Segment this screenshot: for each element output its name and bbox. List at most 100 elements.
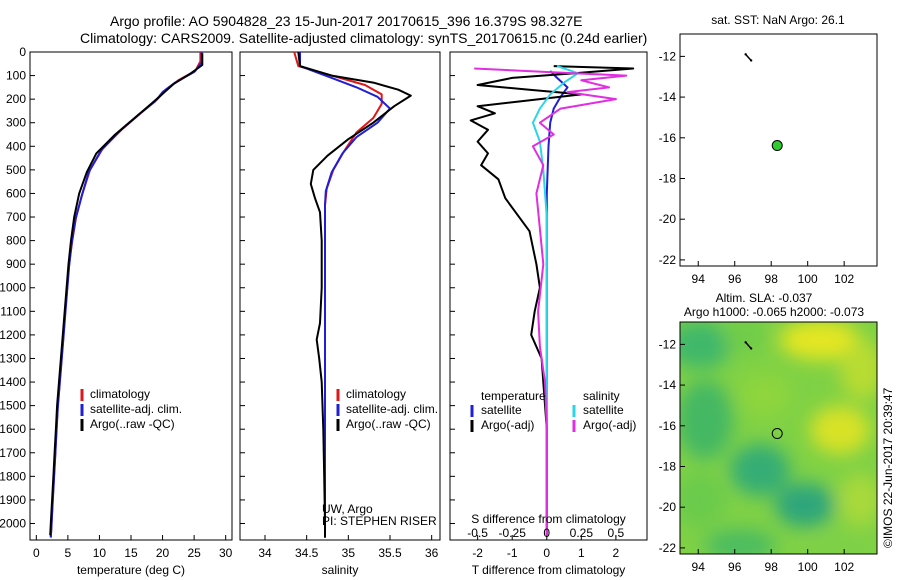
temperature-xtick-label: 30 [219, 546, 233, 560]
differences-s-xtick-label: 0 [543, 526, 550, 540]
sst-map-title: sat. SST: NaN Argo: 26.1 [711, 13, 845, 27]
salinity-annotation: PI: STEPHEN RISER [322, 514, 437, 528]
differences-series-1 [469, 65, 635, 536]
sst_map-xtick-label: 98 [765, 272, 779, 286]
salinity-series-1 [299, 52, 391, 538]
sla_map-ytick-label: -12 [659, 337, 677, 351]
sla-heatmap [680, 322, 877, 554]
temperature-ytick-label: 1700 [0, 446, 26, 460]
sst_map-track-point [744, 53, 747, 56]
temperature-ytick-label: 800 [6, 234, 26, 248]
temperature-ytick-label: 300 [6, 116, 26, 130]
differences-xtick-label: 2 [613, 546, 620, 560]
sst_map-track-point [749, 59, 753, 62]
sst_map-ytick-label: -22 [659, 253, 677, 267]
salinity-annotation: UW, Argo [322, 502, 373, 516]
differences-legend-label: satellite [583, 403, 624, 417]
copyright-label: ©IMOS 22-Jun-2017 20:39:47 [881, 387, 895, 548]
sst_map-ytick-label: -20 [659, 212, 677, 226]
salinity-profile-panel: 34 34.5 35 35.5 36 salinity climatologysatelli… [239, 51, 441, 577]
sla_map-xtick-label: 96 [728, 560, 742, 574]
temperature-ytick-label: 500 [6, 163, 26, 177]
sst_map-float-track [745, 53, 752, 61]
differences-series-3 [474, 67, 628, 536]
temperature-ytick-label: 1200 [0, 328, 26, 342]
sst-float-position-marker [771, 140, 783, 152]
sla_map-frame [679, 321, 878, 555]
temperature-ytick-label: 1600 [0, 422, 26, 436]
differences-legend-label: satellite [481, 403, 522, 417]
salinity-xtick-label: 34 [258, 546, 272, 560]
sla-float-position-marker [771, 428, 783, 440]
temperature-ytick-label: 1500 [0, 399, 26, 413]
temperature-ytick-label: 200 [6, 92, 26, 106]
temperature-profile-panel: 0 5 10 15 20 25 300100200300400500600700800900… [0, 45, 233, 577]
sst_map-ytick-label: -12 [659, 49, 677, 63]
temperature-xtick-label: 0 [33, 546, 40, 560]
temperature-xtick-label: 25 [187, 546, 201, 560]
sla_map-xtick-label: 102 [834, 560, 854, 574]
sla_map-xtick-label: 98 [765, 560, 779, 574]
differences-s-xtick-label: -0.5 [467, 526, 488, 540]
sst_map-xtick-label: 96 [728, 272, 742, 286]
sst_map-xtick-label: 102 [834, 272, 854, 286]
salinity-legend-label: Argo(..raw -QC) [346, 417, 431, 431]
salinity-legend-label: satellite-adj. clim. [346, 402, 438, 416]
salinity-xtick-label: 35 [342, 546, 356, 560]
sla_map-ytick-label: -16 [659, 419, 677, 433]
salinity-xtick-label: 35.5 [378, 546, 402, 560]
differences-series-0 [545, 70, 569, 536]
figure-title-line2: Climatology: CARS2009. Satellite-adjuste… [80, 30, 647, 46]
salinity-xtick-label: 36 [425, 546, 439, 560]
differences-xtick-label: -1 [507, 546, 518, 560]
differences-s-xtick-label: 0.5 [608, 526, 625, 540]
sst_map-xtick-label: 100 [798, 272, 818, 286]
sst_map-ytick-label: -18 [659, 171, 677, 185]
temperature-ytick-label: 1800 [0, 469, 26, 483]
sla_map-float-track [745, 341, 752, 349]
temperature-ytick-label: 1300 [0, 351, 26, 365]
salinity-plot-frame [239, 51, 441, 541]
temperature-series-2 [49, 53, 204, 536]
difference-profile-panel: -2 -1 0 1 2 T difference from climatology S di… [449, 51, 648, 577]
differences-xtick-label: 1 [578, 546, 585, 560]
differences-legend-header: temperature [481, 389, 546, 403]
sla_map-xtick-label: 94 [692, 560, 706, 574]
sla_map-ytick-label: -18 [659, 459, 677, 473]
sst_map-xtick-label: 94 [692, 272, 706, 286]
sla-map-title: Altim. SLA: -0.037 [716, 291, 813, 305]
temperature-ytick-label: 2000 [0, 516, 26, 530]
differences-xlabel: T difference from climatology [472, 563, 626, 577]
figure-title-line1: Argo profile: AO 5904828_23 15-Jun-2017 … [110, 13, 583, 29]
temperature-ytick-label: 1000 [0, 281, 26, 295]
temperature-legend-label: Argo(..raw -QC) [90, 417, 175, 431]
sla-map-panel: Altim. SLA: -0.037 Argo h1000: -0.065 h2… [659, 291, 878, 574]
differences-s-xtick-label: -0.25 [499, 526, 527, 540]
differences-plot-frame [449, 51, 648, 541]
differences-xtick-label: 0 [543, 546, 550, 560]
differences-s-xlabel: S difference from climatology [471, 512, 626, 526]
temperature-ytick-label: 100 [6, 69, 26, 83]
differences-legend-label: Argo(-adj) [583, 418, 636, 432]
temperature-xtick-label: 10 [93, 546, 107, 560]
temperature-ytick-label: 1100 [0, 304, 26, 318]
differences-series-2 [531, 65, 579, 536]
temperature-legend-label: satellite-adj. clim. [90, 402, 182, 416]
salinity-legend-label: climatology [346, 387, 406, 401]
salinity-xlabel: salinity [322, 563, 359, 577]
temperature-ytick-label: 0 [19, 45, 26, 59]
temperature-xtick-label: 20 [156, 546, 170, 560]
temperature-ytick-label: 1400 [0, 375, 26, 389]
temperature-ytick-label: 900 [6, 257, 26, 271]
sla_map-track-point [749, 347, 753, 350]
differences-legend-header: salinity [583, 389, 620, 403]
sla_map-ytick-label: -20 [659, 500, 677, 514]
sla-map-subtitle: Argo h1000: -0.065 h2000: -0.073 [684, 305, 864, 319]
temperature-xlabel: temperature (deg C) [77, 563, 185, 577]
temperature-ytick-label: 1900 [0, 493, 26, 507]
sst_map-frame [679, 33, 878, 267]
temperature-ytick-label: 400 [6, 139, 26, 153]
differences-legend-label: Argo(-adj) [481, 418, 534, 432]
temperature-plot-frame [29, 51, 233, 541]
